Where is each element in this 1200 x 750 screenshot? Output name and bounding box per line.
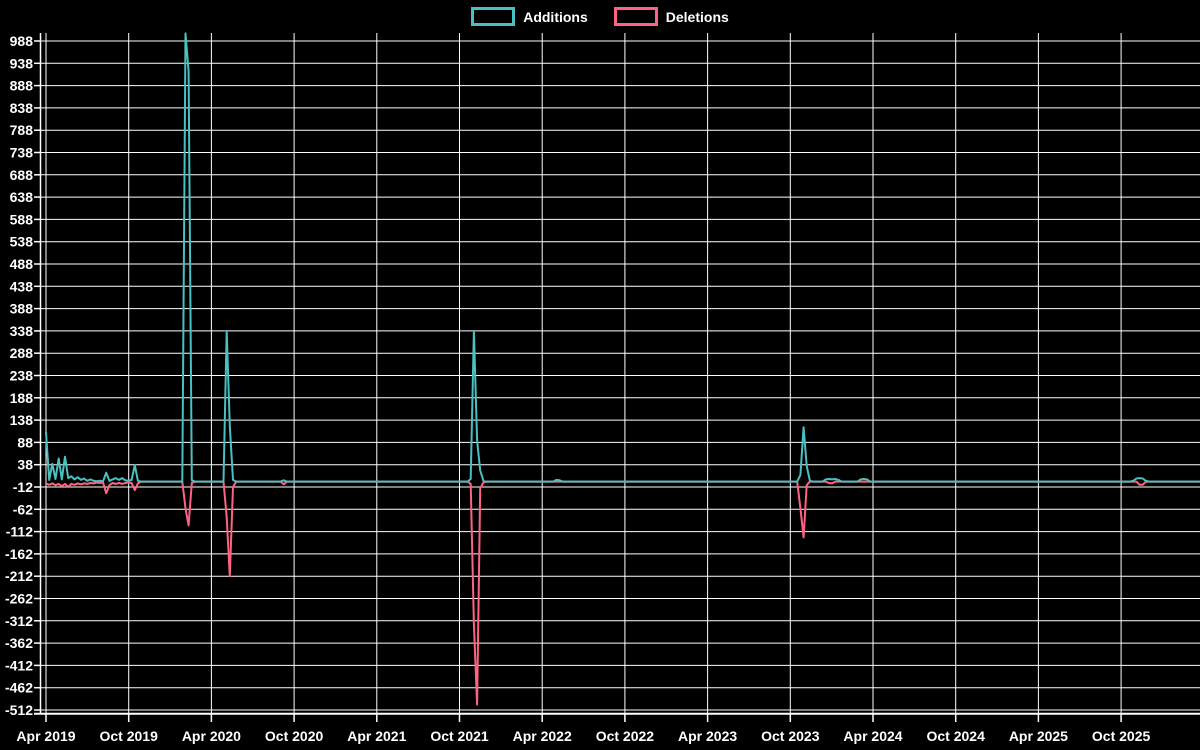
y-tick-label: 938 xyxy=(10,55,34,71)
deletions-legend-label: Deletions xyxy=(665,8,729,25)
legend-item-deletions[interactable]: Deletions xyxy=(613,7,729,26)
x-tick-label: Apr 2024 xyxy=(843,728,902,744)
y-tick-label: 838 xyxy=(10,100,34,116)
x-tick-label: Oct 2025 xyxy=(1092,728,1151,744)
y-tick-label: 988 xyxy=(10,33,34,49)
y-tick-label: -512 xyxy=(5,702,33,718)
y-tick-label: 238 xyxy=(10,368,34,384)
y-tick-label: 438 xyxy=(10,278,34,294)
x-tick-label: Oct 2024 xyxy=(927,728,986,744)
x-tick-label: Apr 2021 xyxy=(347,728,406,744)
additions-legend-label: Additions xyxy=(523,8,588,25)
y-tick-label: 338 xyxy=(10,323,34,339)
x-tick-label: Apr 2023 xyxy=(678,728,737,744)
y-tick-label: -362 xyxy=(5,635,33,651)
y-tick-label: 588 xyxy=(10,211,34,227)
legend-item-additions[interactable]: Additions xyxy=(471,7,588,26)
y-tick-label: 538 xyxy=(10,234,34,250)
y-tick-label: 88 xyxy=(17,434,33,450)
y-tick-label: -262 xyxy=(5,591,33,607)
y-tick-label: -212 xyxy=(5,568,33,584)
deletions-legend-swatch-icon xyxy=(613,7,658,26)
y-tick-label: 888 xyxy=(10,78,34,94)
x-tick-label: Apr 2020 xyxy=(182,728,241,744)
x-tick-label: Oct 2023 xyxy=(761,728,820,744)
additions-legend-swatch-icon xyxy=(471,7,516,26)
y-tick-label: 488 xyxy=(10,256,34,272)
y-tick-label: 138 xyxy=(10,412,34,428)
y-tick-label: 688 xyxy=(10,167,34,183)
chart-legend: Additions Deletions xyxy=(0,7,1200,26)
y-tick-label: -62 xyxy=(13,501,33,517)
x-tick-label: Apr 2019 xyxy=(16,728,75,744)
y-tick-label: 738 xyxy=(10,145,34,161)
y-tick-label: 288 xyxy=(10,345,34,361)
y-tick-label: -112 xyxy=(6,524,33,540)
x-tick-label: Oct 2021 xyxy=(430,728,489,744)
y-tick-label: -412 xyxy=(5,657,33,673)
y-tick-label: 388 xyxy=(10,301,34,317)
x-tick-label: Oct 2022 xyxy=(596,728,655,744)
additions-line xyxy=(45,32,1200,483)
deletions-line xyxy=(45,480,1200,706)
y-tick-label: -312 xyxy=(5,613,33,629)
y-tick-label: 188 xyxy=(10,390,34,406)
y-tick-label: -12 xyxy=(13,479,33,495)
y-tick-label: 788 xyxy=(10,122,34,138)
y-tick-label: -462 xyxy=(5,680,33,696)
x-tick-label: Oct 2019 xyxy=(100,728,159,744)
y-tick-label: 38 xyxy=(17,457,33,473)
y-tick-label: 638 xyxy=(10,189,34,205)
x-tick-label: Oct 2020 xyxy=(265,728,324,744)
y-tick-label: -162 xyxy=(5,546,33,562)
x-tick-label: Apr 2025 xyxy=(1009,728,1068,744)
x-tick-label: Apr 2022 xyxy=(513,728,572,744)
